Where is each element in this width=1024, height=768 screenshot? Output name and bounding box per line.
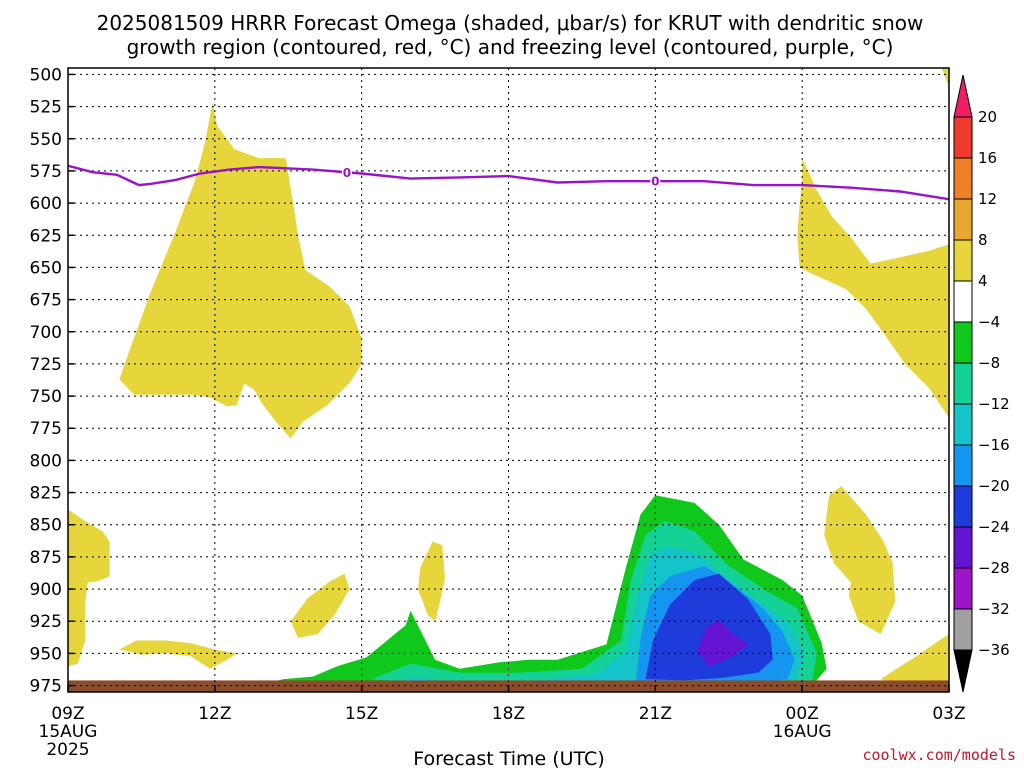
freezing-level-label-1: 0: [651, 175, 659, 189]
omega-shading: [68, 68, 949, 692]
colorbar: 20 16 12 8 4 −4 −8 −12 −16 −20 −24 −28 −32 −36: [953, 74, 1010, 693]
y-tick-label-625: 625: [30, 226, 62, 246]
x-tick-year-09Z: 2025: [46, 740, 89, 760]
colorbar-label-1: 16: [978, 149, 997, 167]
y-tick-label-725: 725: [30, 355, 62, 375]
y-tick-label-675: 675: [30, 291, 62, 311]
x-tick-label-18Z: 18Z: [492, 704, 525, 724]
colorbar-box-11: [953, 567, 973, 610]
colorbar-label-2: 12: [978, 190, 997, 208]
freezing-level-label-0: 0: [343, 166, 351, 180]
colorbar-label-12: −32: [978, 600, 1010, 618]
y-tick-label-875: 875: [30, 548, 62, 568]
colorbar-box-4: [953, 280, 973, 323]
x-tick-label-12Z: 12Z: [198, 704, 231, 724]
freezing-level-contour: 00: [68, 164, 949, 201]
y-tick-label-900: 900: [30, 580, 62, 600]
y-tick-label-775: 775: [30, 419, 62, 439]
y-tick-label-700: 700: [30, 323, 62, 343]
colorbar-label-13: −36: [978, 641, 1010, 659]
y-tick-label-600: 600: [30, 194, 62, 214]
y-tick-label-800: 800: [30, 451, 62, 471]
freezing-level-line: [68, 164, 949, 201]
omega-region-7: [824, 486, 896, 635]
omega-region-5: [290, 573, 350, 638]
colorbar-label-10: −24: [978, 518, 1010, 536]
y-tick-label-975: 975: [30, 677, 62, 697]
y-tick-label-750: 750: [30, 387, 62, 407]
chart-title-line2: growth region (contoured, red, °C) and f…: [127, 35, 894, 59]
colorbar-label-9: −20: [978, 477, 1010, 495]
colorbar-box-6: [953, 362, 973, 405]
colorbar-box-3: [953, 239, 973, 282]
colorbar-label-7: −12: [978, 395, 1010, 413]
omega-region-1: [797, 158, 949, 418]
colorbar-label-3: 8: [978, 231, 988, 249]
omega-region-3: [68, 509, 110, 667]
colorbar-label-0: 20: [978, 108, 997, 126]
y-tick-label-925: 925: [30, 612, 62, 632]
colorbar-box-8: [953, 444, 973, 487]
x-tick-date-00Z: 16AUG: [773, 722, 832, 742]
y-tick-label-550: 550: [30, 130, 62, 150]
omega-region-2: [941, 68, 949, 88]
y-tick-label-525: 525: [30, 98, 62, 118]
y-axis: 500 525 550 575 600 625 650 675 700 725 750 775 800 8…: [30, 65, 74, 697]
omega-region-14: [696, 620, 749, 667]
x-tick-label-00Z: 00Z: [786, 704, 819, 724]
omega-region-0: [119, 102, 362, 439]
credit-text: coolwx.com/models: [862, 746, 1016, 764]
colorbar-label-11: −28: [978, 559, 1010, 577]
omega-region-4: [119, 640, 237, 669]
x-tick-label-15Z: 15Z: [345, 704, 378, 724]
omega-region-6: [418, 541, 445, 622]
colorbar-label-5: −4: [978, 313, 1000, 331]
colorbar-top-arrow: [953, 74, 973, 118]
colorbar-box-1: [953, 157, 973, 200]
colorbar-box-7: [953, 403, 973, 446]
colorbar-box-5: [953, 321, 973, 364]
y-tick-label-650: 650: [30, 258, 62, 278]
x-axis-label: Forecast Time (UTC): [413, 748, 604, 768]
x-tick-label-09Z: 09Z: [51, 704, 84, 724]
colorbar-box-10: [953, 526, 973, 569]
y-tick-label-850: 850: [30, 516, 62, 536]
y-tick-label-950: 950: [30, 644, 62, 664]
y-tick-label-575: 575: [30, 162, 62, 182]
x-tick-label-03Z: 03Z: [932, 704, 965, 724]
x-tick-label-21Z: 21Z: [639, 704, 672, 724]
chart-title-line1: 2025081509 HRRR Forecast Omega (shaded, …: [97, 11, 924, 35]
freezing-label-bg-0: [341, 165, 352, 180]
colorbar-box-9: [953, 485, 973, 528]
x-tick-date-09Z: 15AUG: [39, 722, 98, 742]
colorbar-box-0: [953, 116, 973, 159]
colorbar-label-6: −8: [978, 354, 1000, 372]
colorbar-bottom-arrow: [953, 649, 973, 693]
y-tick-label-825: 825: [30, 484, 62, 504]
freezing-label-bg-1: [650, 174, 661, 189]
omega-region-8: [880, 634, 949, 687]
colorbar-box-12: [953, 608, 973, 651]
y-tick-label-500: 500: [30, 65, 62, 85]
colorbar-box-2: [953, 198, 973, 241]
colorbar-label-4: 4: [978, 272, 988, 290]
colorbar-label-8: −16: [978, 436, 1010, 454]
